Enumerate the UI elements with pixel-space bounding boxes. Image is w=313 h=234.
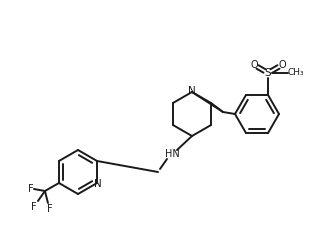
Text: O: O (278, 60, 286, 70)
Text: HN: HN (165, 149, 179, 159)
Text: F: F (31, 202, 37, 212)
Text: F: F (47, 204, 53, 214)
Text: S: S (265, 68, 271, 78)
Text: CH₃: CH₃ (288, 69, 304, 77)
Text: O: O (250, 60, 258, 70)
Text: N: N (94, 179, 102, 189)
Text: N: N (188, 86, 196, 96)
Text: F: F (28, 184, 34, 194)
